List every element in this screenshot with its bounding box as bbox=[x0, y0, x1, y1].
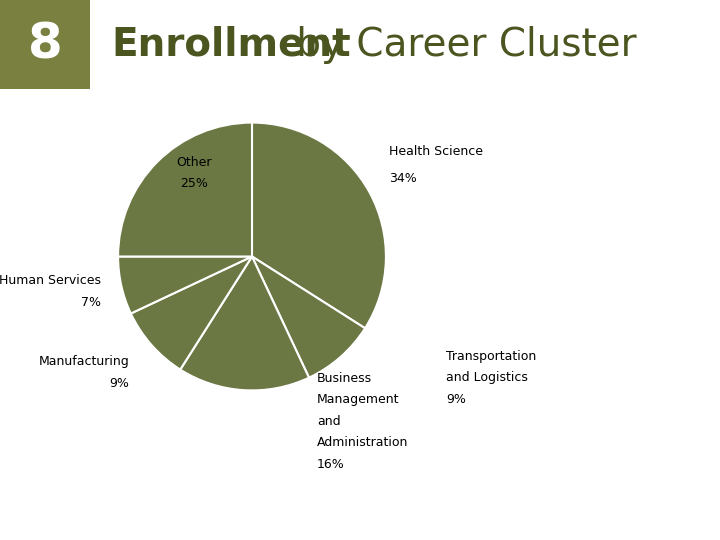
Text: and Logistics: and Logistics bbox=[446, 372, 528, 384]
Text: Business: Business bbox=[317, 372, 372, 384]
Text: Enrollment in Health Science exceeded 34%, mirroring a 10 year trend in adult li: Enrollment in Health Science exceeded 34… bbox=[18, 442, 534, 455]
Text: Manufacturing: Manufacturing bbox=[39, 355, 130, 368]
Wedge shape bbox=[118, 123, 252, 256]
Wedge shape bbox=[252, 256, 365, 377]
Text: Management: Management bbox=[317, 393, 400, 406]
Text: 9%: 9% bbox=[109, 377, 130, 390]
Text: 8: 8 bbox=[27, 21, 63, 69]
Wedge shape bbox=[131, 256, 252, 369]
Text: Enrollment: Enrollment bbox=[112, 25, 351, 64]
Text: by Career Cluster: by Career Cluster bbox=[284, 25, 637, 64]
Text: Other: Other bbox=[176, 156, 212, 168]
Text: 9%: 9% bbox=[446, 393, 467, 406]
FancyBboxPatch shape bbox=[0, 0, 90, 89]
Text: Administration: Administration bbox=[317, 436, 408, 449]
Text: student enrollment in health sciences, and traditional student enrollment in Hea: student enrollment in health sciences, a… bbox=[18, 471, 569, 484]
Wedge shape bbox=[180, 256, 309, 390]
Text: and: and bbox=[317, 415, 341, 428]
Text: Human Services: Human Services bbox=[0, 274, 101, 287]
Wedge shape bbox=[118, 256, 252, 314]
Text: Transportation: Transportation bbox=[446, 350, 536, 363]
Text: 7%: 7% bbox=[81, 296, 101, 309]
Text: 34%: 34% bbox=[389, 172, 417, 185]
Text: 25%: 25% bbox=[181, 177, 208, 190]
Wedge shape bbox=[252, 123, 386, 328]
Text: 16%: 16% bbox=[317, 458, 345, 471]
Text: Health Science: Health Science bbox=[389, 145, 483, 158]
